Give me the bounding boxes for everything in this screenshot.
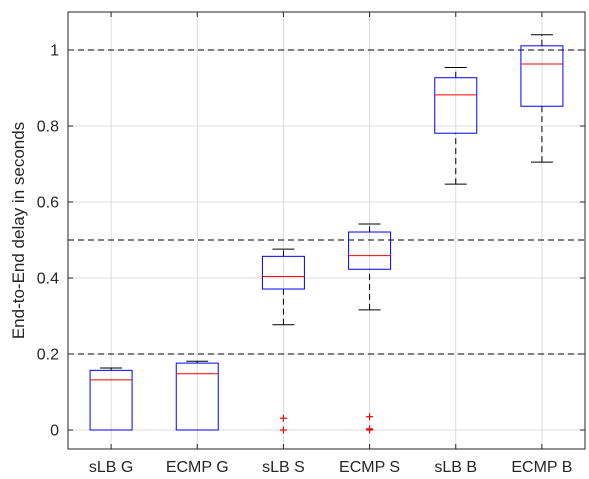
y-tick-label: 0.6 xyxy=(37,195,59,212)
x-tick-label: ECMP S xyxy=(339,459,400,476)
box-4 xyxy=(348,223,392,434)
x-tick-label: sLB G xyxy=(89,459,133,476)
box-iqr xyxy=(434,77,478,134)
box-iqr xyxy=(175,362,219,431)
x-tick-label: sLB B xyxy=(434,459,477,476)
box-iqr xyxy=(348,231,392,270)
box-3 xyxy=(261,248,305,434)
y-axis-ticks: 0 0.2 0.4 0.6 0.8 1 xyxy=(37,43,585,440)
box-1 xyxy=(89,367,133,431)
box-iqr xyxy=(89,369,133,431)
y-tick-label: 0 xyxy=(50,423,59,440)
box-5 xyxy=(434,66,478,185)
y-axis-label: End-to-End delay in seconds xyxy=(9,122,28,339)
y-tick-label: 0.4 xyxy=(37,271,59,288)
box-plots xyxy=(89,34,564,434)
x-axis-ticks: sLB G ECMP G sLB S ECMP S sLB B ECMP B xyxy=(89,12,572,476)
x-tick-label: ECMP G xyxy=(166,459,229,476)
box-iqr xyxy=(520,45,564,107)
box-2 xyxy=(175,360,219,431)
x-tick-label: sLB S xyxy=(262,459,305,476)
y-tick-label: 0.8 xyxy=(37,119,59,136)
axes-frame xyxy=(67,11,586,450)
outlier-point xyxy=(366,426,374,434)
x-tick-label: ECMP B xyxy=(511,459,572,476)
box-iqr xyxy=(261,255,305,290)
y-tick-label: 0.2 xyxy=(37,347,59,364)
reference-lines xyxy=(68,49,585,355)
outlier-point xyxy=(279,414,287,422)
y-tick-label: 1 xyxy=(50,43,59,60)
grid-lines xyxy=(68,12,585,449)
outlier-point xyxy=(366,413,374,421)
outlier-point xyxy=(279,426,287,434)
box-6 xyxy=(520,34,564,163)
